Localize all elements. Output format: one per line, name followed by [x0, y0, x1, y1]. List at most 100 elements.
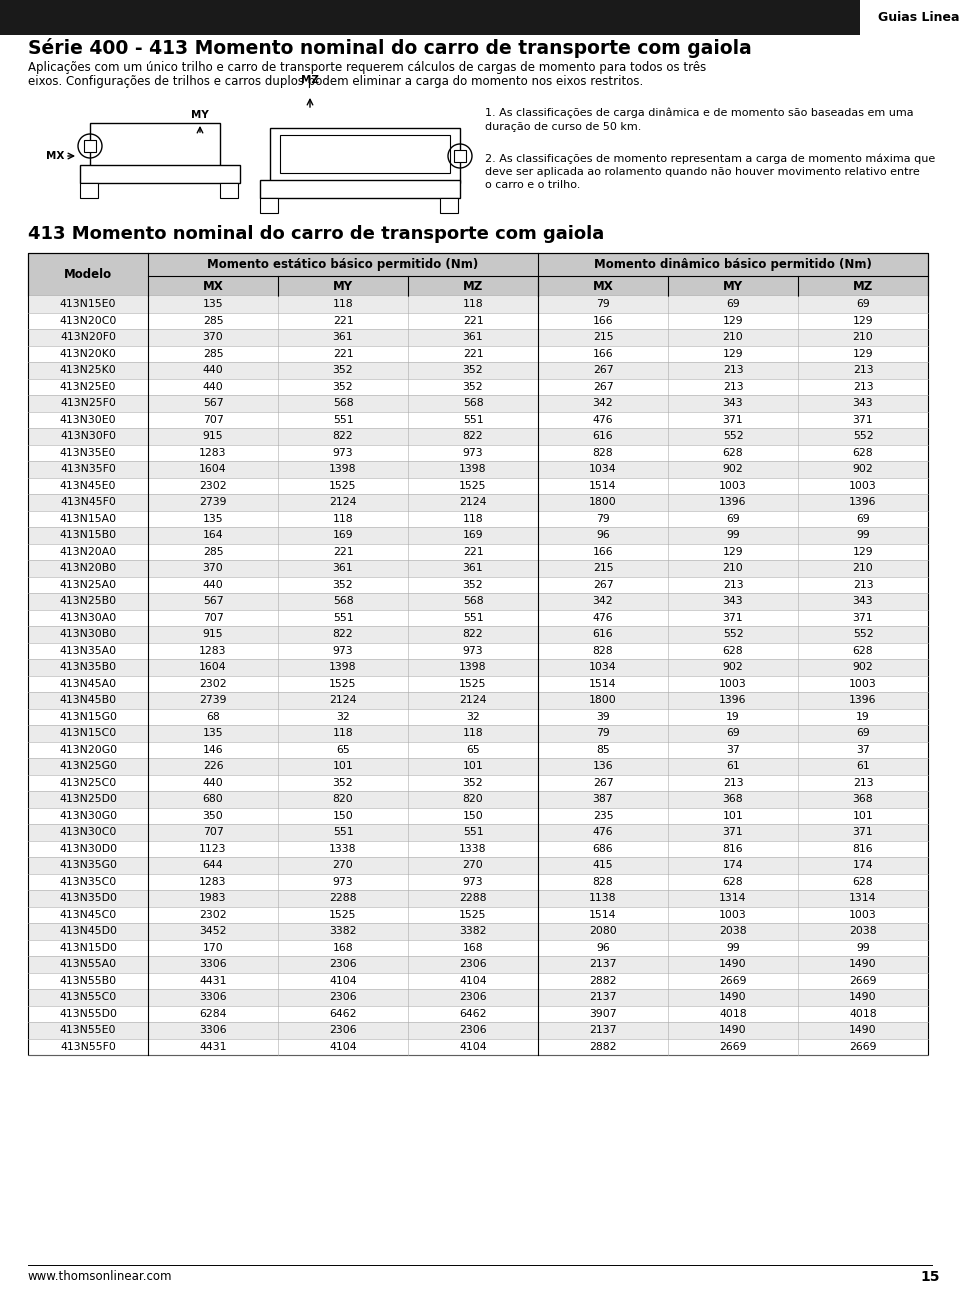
- Text: MZ: MZ: [301, 75, 319, 85]
- Text: 413N45D0: 413N45D0: [59, 926, 117, 936]
- Text: 285: 285: [203, 315, 224, 326]
- Text: 135: 135: [203, 728, 224, 738]
- Text: 221: 221: [333, 315, 353, 326]
- Text: 371: 371: [723, 828, 743, 838]
- Text: 413N35C0: 413N35C0: [60, 877, 116, 887]
- Text: 1123: 1123: [200, 844, 227, 853]
- Text: 370: 370: [203, 564, 224, 573]
- Text: 2038: 2038: [719, 926, 747, 936]
- Text: 2669: 2669: [850, 1042, 876, 1051]
- Text: 1525: 1525: [329, 481, 357, 491]
- Text: 413N20C0: 413N20C0: [60, 315, 117, 326]
- Text: 2137: 2137: [589, 959, 616, 970]
- Text: 413N30F0: 413N30F0: [60, 432, 116, 441]
- Bar: [28, 560, 928, 577]
- Bar: [28, 709, 928, 725]
- Text: 210: 210: [723, 564, 743, 573]
- Text: 822: 822: [463, 630, 483, 639]
- Text: 371: 371: [852, 415, 874, 424]
- Text: 567: 567: [203, 398, 224, 409]
- Text: 343: 343: [852, 596, 874, 606]
- Text: 169: 169: [333, 530, 353, 540]
- Bar: [28, 775, 928, 791]
- Text: 413N30E0: 413N30E0: [60, 415, 116, 424]
- Text: 4104: 4104: [329, 1042, 357, 1051]
- Text: Momento estático básico permitido (Nm): Momento estático básico permitido (Nm): [207, 259, 479, 272]
- Text: 1604: 1604: [199, 464, 227, 475]
- Text: 2288: 2288: [459, 893, 487, 904]
- Text: 616: 616: [592, 432, 613, 441]
- Text: 96: 96: [596, 943, 610, 953]
- Text: 235: 235: [592, 811, 613, 821]
- Text: 1490: 1490: [850, 959, 876, 970]
- Text: 680: 680: [203, 794, 224, 804]
- Text: 1003: 1003: [850, 481, 876, 491]
- Text: 361: 361: [463, 332, 483, 343]
- Text: 628: 628: [852, 877, 874, 887]
- Text: 370: 370: [203, 332, 224, 343]
- Text: Guias Lineares: Guias Lineares: [878, 12, 960, 25]
- Text: 413N30G0: 413N30G0: [59, 811, 117, 821]
- Text: 371: 371: [723, 613, 743, 623]
- Text: 707: 707: [203, 828, 224, 838]
- Text: 352: 352: [333, 381, 353, 392]
- Text: 413N45A0: 413N45A0: [60, 679, 116, 689]
- Text: 707: 707: [203, 613, 224, 623]
- Text: MZ: MZ: [852, 279, 874, 292]
- Text: 352: 352: [463, 365, 483, 375]
- Text: 270: 270: [463, 860, 484, 870]
- Text: 118: 118: [333, 299, 353, 309]
- Text: 118: 118: [463, 513, 483, 524]
- Text: MX: MX: [46, 151, 64, 162]
- Text: Momento dinâmico básico permitido (Nm): Momento dinâmico básico permitido (Nm): [594, 259, 872, 272]
- Text: 820: 820: [463, 794, 484, 804]
- Bar: [28, 494, 928, 511]
- Text: 413N30C0: 413N30C0: [60, 828, 117, 838]
- Text: 1338: 1338: [329, 844, 357, 853]
- Text: 1034: 1034: [589, 662, 617, 672]
- Text: 413N45F0: 413N45F0: [60, 498, 116, 507]
- Text: 213: 213: [852, 579, 874, 590]
- Text: 65: 65: [467, 745, 480, 755]
- Text: 1398: 1398: [329, 464, 357, 475]
- Text: 69: 69: [856, 728, 870, 738]
- Bar: [28, 675, 928, 692]
- Text: 65: 65: [336, 745, 349, 755]
- Bar: [28, 923, 928, 940]
- Text: 413N55D0: 413N55D0: [59, 1009, 117, 1019]
- Text: 413N25A0: 413N25A0: [60, 579, 116, 590]
- Text: 902: 902: [723, 662, 743, 672]
- Text: 387: 387: [592, 794, 613, 804]
- Text: 69: 69: [856, 299, 870, 309]
- Text: 267: 267: [592, 381, 613, 392]
- Text: 551: 551: [463, 415, 483, 424]
- Text: 973: 973: [463, 645, 483, 656]
- Bar: [28, 528, 928, 543]
- Text: 902: 902: [852, 464, 874, 475]
- Text: 267: 267: [592, 365, 613, 375]
- Bar: [28, 824, 928, 840]
- Text: 2669: 2669: [719, 976, 747, 985]
- Text: 342: 342: [592, 596, 613, 606]
- Text: 213: 213: [852, 381, 874, 392]
- Text: 973: 973: [333, 877, 353, 887]
- Text: 413N25G0: 413N25G0: [59, 762, 117, 771]
- Text: 413N15C0: 413N15C0: [60, 728, 116, 738]
- Text: 96: 96: [596, 530, 610, 540]
- Text: 79: 79: [596, 728, 610, 738]
- Text: 150: 150: [463, 811, 484, 821]
- Text: 973: 973: [463, 447, 483, 458]
- Text: 2306: 2306: [329, 959, 357, 970]
- Text: 1396: 1396: [850, 498, 876, 507]
- Text: 213: 213: [723, 579, 743, 590]
- Text: 551: 551: [333, 828, 353, 838]
- Bar: [0, 0, 860, 35]
- Bar: [28, 626, 928, 643]
- Text: 2288: 2288: [329, 893, 357, 904]
- Text: 1003: 1003: [850, 910, 876, 919]
- Text: 628: 628: [723, 645, 743, 656]
- Text: 352: 352: [333, 778, 353, 787]
- Text: 226: 226: [203, 762, 224, 771]
- Text: 213: 213: [723, 365, 743, 375]
- Text: 686: 686: [592, 844, 613, 853]
